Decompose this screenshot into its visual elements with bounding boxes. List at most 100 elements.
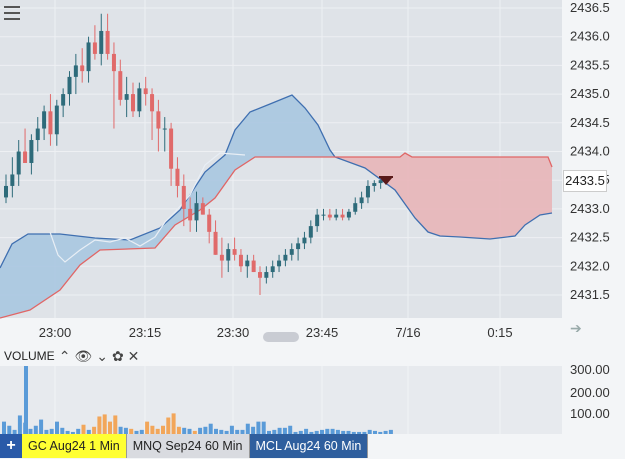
volume-bar — [187, 428, 192, 434]
candle-body — [67, 76, 72, 95]
candle-body — [315, 214, 320, 227]
scroll-right-arrow-icon[interactable]: ➔ — [570, 320, 582, 336]
volume-bar — [357, 431, 362, 434]
close-icon[interactable]: ✕ — [127, 347, 140, 364]
volume-bar — [341, 430, 346, 434]
candle-body — [99, 30, 104, 54]
candle-body — [162, 128, 167, 130]
price-axis-label: 2436.5 — [570, 0, 610, 15]
current-price-badge: 2433.5 — [563, 170, 607, 192]
volume-bar — [76, 428, 81, 434]
volume-panel-toolbar: VOLUME ⌃ 👁 ⌄ ✿ ✕ — [4, 348, 139, 364]
candle-body — [16, 151, 21, 175]
volume-bar — [118, 426, 123, 434]
volume-bar — [351, 431, 356, 434]
volume-bar — [320, 429, 324, 434]
candle-body — [372, 183, 377, 186]
tab-gc-aug24-1-min[interactable]: GC Aug24 1 Min — [22, 434, 127, 458]
volume-bar — [150, 425, 155, 434]
candle-body — [4, 185, 8, 198]
volume-axis-label: 100.00 — [570, 406, 610, 421]
candle-body — [340, 214, 345, 218]
candle-body — [258, 272, 262, 278]
senkou-span-b — [0, 152, 553, 319]
time-axis-label: 23:00 — [39, 325, 72, 340]
price-axis-label: 2433.0 — [570, 201, 610, 216]
kumo-cloud-red — [255, 153, 552, 239]
volume-bar — [12, 429, 17, 434]
volume-bar — [49, 428, 54, 434]
volume-bar — [129, 428, 134, 434]
volume-bar — [256, 421, 261, 434]
candle-body — [353, 203, 358, 212]
candle-body — [23, 151, 28, 163]
volume-bar — [373, 430, 377, 434]
price-axis-label: 2434.0 — [570, 144, 610, 159]
volume-bar — [113, 415, 118, 434]
volume-bar — [335, 429, 340, 434]
candle-body — [143, 88, 148, 95]
volume-bar — [261, 421, 266, 434]
eye-icon[interactable]: 👁 — [74, 347, 93, 364]
gear-icon[interactable]: ✿ — [111, 347, 124, 364]
candle-body — [118, 71, 123, 100]
volume-plot-area — [0, 366, 562, 434]
trade-marker-icon — [380, 178, 392, 185]
volume-bar — [314, 430, 319, 434]
candle-body — [251, 260, 256, 273]
volume-bar — [219, 429, 224, 434]
candle-body — [207, 214, 212, 232]
move-down-icon[interactable]: ⌄ — [96, 347, 108, 364]
volume-bar — [346, 430, 351, 434]
tab-mcl-aug24-60-min[interactable]: MCL Aug24 60 Min — [249, 434, 369, 458]
candle-body — [277, 260, 282, 267]
time-axis-label: 23:15 — [129, 325, 162, 340]
candle-body — [54, 105, 59, 135]
volume-bar — [282, 427, 287, 434]
tab-mnq-sep24-60-min[interactable]: MNQ Sep24 60 Min — [126, 434, 250, 458]
candle-body — [124, 94, 129, 100]
volume-bar — [192, 430, 197, 434]
volume-bar — [139, 429, 144, 434]
chikou-span — [49, 152, 246, 263]
chart-tabs: + GC Aug24 1 Min MNQ Sep24 60 Min MCL Au… — [0, 434, 625, 459]
price-axis-label: 2434.5 — [570, 115, 610, 130]
volume-bar — [108, 421, 112, 434]
candle-body — [296, 243, 301, 250]
volume-bar — [171, 413, 176, 434]
volume-bar — [240, 429, 245, 434]
volume-bar — [362, 431, 367, 434]
volume-bar — [39, 419, 44, 434]
volume-bar — [272, 429, 277, 434]
volume-bar — [65, 430, 70, 434]
volume-bar — [277, 427, 282, 434]
volume-bar — [28, 428, 33, 434]
candle-body — [175, 168, 180, 186]
candle-body — [378, 180, 383, 184]
add-tab-button[interactable]: + — [0, 434, 22, 458]
candle-body — [181, 185, 186, 209]
candle-body — [150, 94, 155, 112]
volume-bar — [24, 366, 28, 434]
volume-bar — [2, 421, 6, 434]
candle-body — [61, 94, 66, 106]
candle-body — [327, 214, 332, 218]
candle-body — [226, 249, 231, 261]
volume-bar — [55, 421, 59, 434]
candle-body — [73, 65, 78, 77]
volume-bar — [161, 425, 165, 434]
move-up-icon[interactable]: ⌃ — [58, 347, 71, 364]
time-scrollbar-thumb[interactable] — [263, 332, 299, 342]
volume-bar — [86, 429, 91, 434]
menu-icon[interactable] — [4, 6, 20, 20]
volume-bar — [229, 425, 234, 434]
candle-body — [10, 174, 15, 186]
volume-bar — [145, 421, 150, 434]
volume-bar — [251, 426, 256, 434]
candle-body — [283, 254, 288, 261]
candle-body — [80, 65, 85, 72]
candle-body — [92, 42, 97, 54]
volume-bar — [235, 429, 240, 434]
volume-bar — [44, 429, 49, 434]
